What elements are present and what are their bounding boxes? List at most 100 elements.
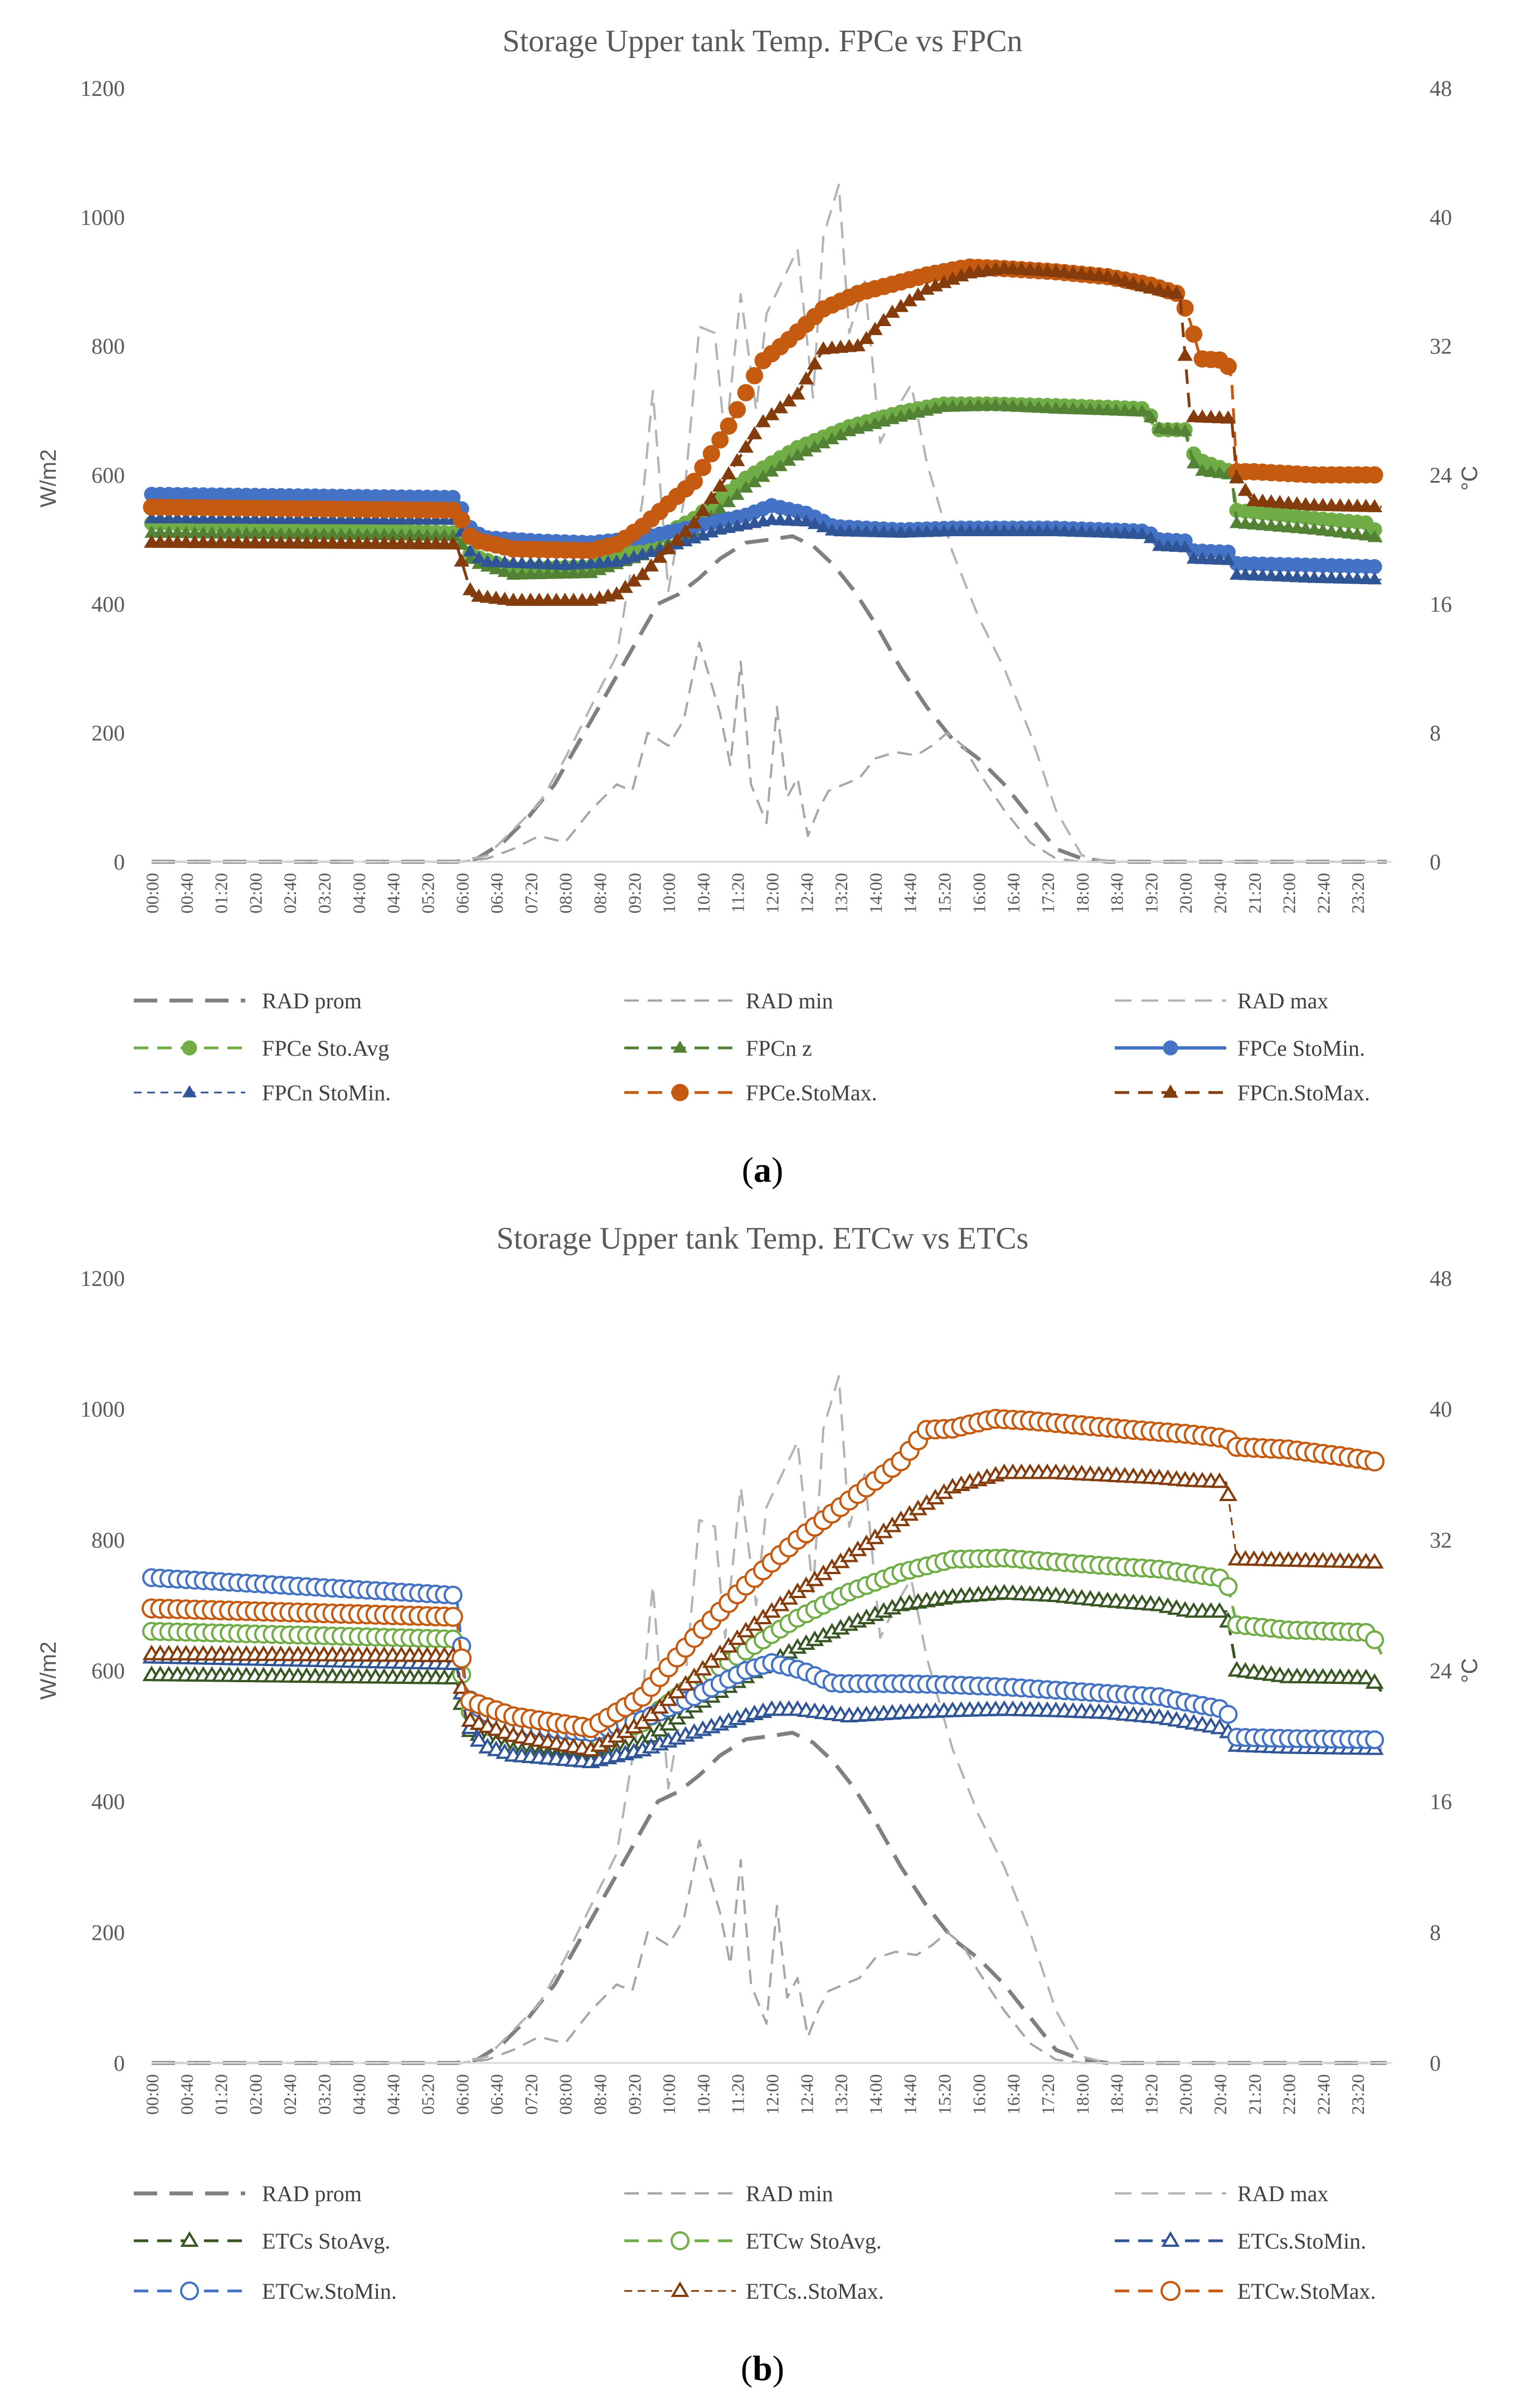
chart-title: Storage Upper tank Temp. FPCe vs FPCn <box>502 24 1022 59</box>
data-point <box>642 1705 660 1722</box>
data-point <box>781 513 797 526</box>
series-fpcn-stomin <box>144 511 1382 585</box>
data-point <box>833 524 848 537</box>
x-tick-label: 06:40 <box>487 2074 507 2115</box>
data-point <box>678 523 693 537</box>
data-point <box>1218 1577 1238 1596</box>
data-point <box>1168 285 1184 299</box>
data-point <box>1212 465 1227 478</box>
x-tick-label: 08:00 <box>556 873 576 914</box>
data-point <box>1134 278 1150 292</box>
legend-label: RAD max <box>1237 988 1328 1013</box>
data-point <box>1220 410 1236 424</box>
data-point <box>463 544 478 557</box>
data-point <box>1333 571 1348 584</box>
y-tick-label-right: 0 <box>1430 849 1441 875</box>
data-point <box>1126 526 1141 539</box>
data-point <box>1210 1602 1229 1618</box>
legend-label: FPCe StoMin. <box>1237 1036 1365 1061</box>
x-tick-label: 17:20 <box>1038 873 1058 914</box>
data-point <box>1365 1730 1385 1750</box>
legend-label: FPCn StoMin. <box>262 1080 391 1105</box>
data-point <box>643 558 659 572</box>
data-point <box>523 556 538 569</box>
legend-label: ETCs.StoMin. <box>1237 2229 1366 2254</box>
data-point <box>1298 570 1313 583</box>
x-tick-label: 14:40 <box>900 2074 920 2115</box>
legend-entry: ETCw StoAvg. <box>624 2229 882 2254</box>
chart-panel-a: Storage Upper tank Temp. FPCe vs FPCn W/… <box>36 24 1482 1190</box>
y-axis-label-left: W/m2 <box>36 449 61 507</box>
data-point <box>737 384 755 402</box>
data-point <box>1273 569 1288 582</box>
y-axis-label-right: °C <box>1458 1658 1482 1683</box>
x-tick-label: 22:00 <box>1279 873 1299 914</box>
x-tick-label: 04:40 <box>383 873 404 914</box>
y-tick-label-right: 48 <box>1430 76 1452 101</box>
data-point <box>1218 1705 1238 1724</box>
legend-label: ETCs..StoMax. <box>746 2279 884 2304</box>
data-point <box>1324 524 1339 537</box>
data-point <box>1230 516 1244 528</box>
data-point <box>480 554 495 567</box>
data-point <box>1091 525 1106 538</box>
x-tick-label: 07:20 <box>521 873 541 914</box>
data-point <box>1169 423 1184 435</box>
series-line <box>152 1375 1387 2064</box>
x-tick-label: 08:40 <box>590 2074 610 2115</box>
data-point <box>1238 567 1253 580</box>
data-point <box>1210 1472 1229 1488</box>
x-tick-label: 02:00 <box>245 2074 265 2115</box>
series-line <box>152 534 1387 864</box>
x-tick-label: 06:00 <box>452 2074 472 2115</box>
data-point <box>1178 540 1193 552</box>
data-point <box>472 551 487 564</box>
x-axis-ticks: 00:00 00:40 01:20 02:00 02:40 03:20 04:00 04:40… <box>142 873 1368 914</box>
y-axis-label-right: °C <box>1458 466 1482 491</box>
y-tick-label-left: 800 <box>91 1527 125 1552</box>
x-tick-label: 16:40 <box>1003 2074 1023 2115</box>
data-point <box>496 1723 514 1739</box>
panel-label: a <box>754 1150 771 1190</box>
data-point <box>1100 269 1115 282</box>
data-point <box>799 514 814 527</box>
x-tick-label: 10:40 <box>693 873 713 914</box>
data-point <box>859 525 874 537</box>
data-point <box>746 426 762 440</box>
y-tick-label-left: 0 <box>114 2051 125 2076</box>
legend-entry: ETCw.StoMax. <box>1115 2279 1376 2304</box>
data-point <box>1203 552 1218 565</box>
data-point <box>712 478 728 492</box>
data-point <box>876 525 891 538</box>
y-tick-label-right: 40 <box>1430 205 1452 230</box>
x-tick-label: 23:20 <box>1348 873 1368 914</box>
data-point <box>1135 527 1149 540</box>
x-tick-label: 18:40 <box>1107 873 1127 914</box>
data-point <box>1298 521 1313 534</box>
legend-entry: RAD min <box>624 2181 833 2206</box>
series-rad-min <box>152 641 1387 863</box>
chart-panel-b: Storage Upper tank Temp. ETCw vs ETCs W/… <box>36 1221 1482 2388</box>
x-tick-label: 04:40 <box>383 2074 404 2115</box>
x-tick-label: 09:20 <box>624 2074 644 2115</box>
series-layer <box>142 1375 1387 2065</box>
legend-label: FPCe Sto.Avg <box>262 1036 389 1061</box>
data-point <box>721 494 736 507</box>
data-point <box>1074 402 1089 415</box>
data-point <box>781 393 797 407</box>
legend-label: RAD prom <box>262 988 362 1013</box>
data-point <box>469 1714 488 1730</box>
legend-marker <box>182 1040 197 1056</box>
data-point <box>1364 1451 1385 1472</box>
legend-marker <box>1161 2231 1180 2247</box>
legend-label: FPCe.StoMax. <box>746 1080 877 1105</box>
legend-marker <box>673 1040 687 1053</box>
data-point <box>1014 400 1029 412</box>
x-tick-label: 12:40 <box>797 2074 817 2115</box>
data-point <box>816 520 831 532</box>
y-axis-ticks-right: 0 8 16 24 32 40 48 <box>1430 1266 1452 2076</box>
x-tick-label: 20:40 <box>1210 873 1230 914</box>
x-tick-label: 20:00 <box>1176 2074 1196 2115</box>
data-point <box>1125 275 1142 289</box>
